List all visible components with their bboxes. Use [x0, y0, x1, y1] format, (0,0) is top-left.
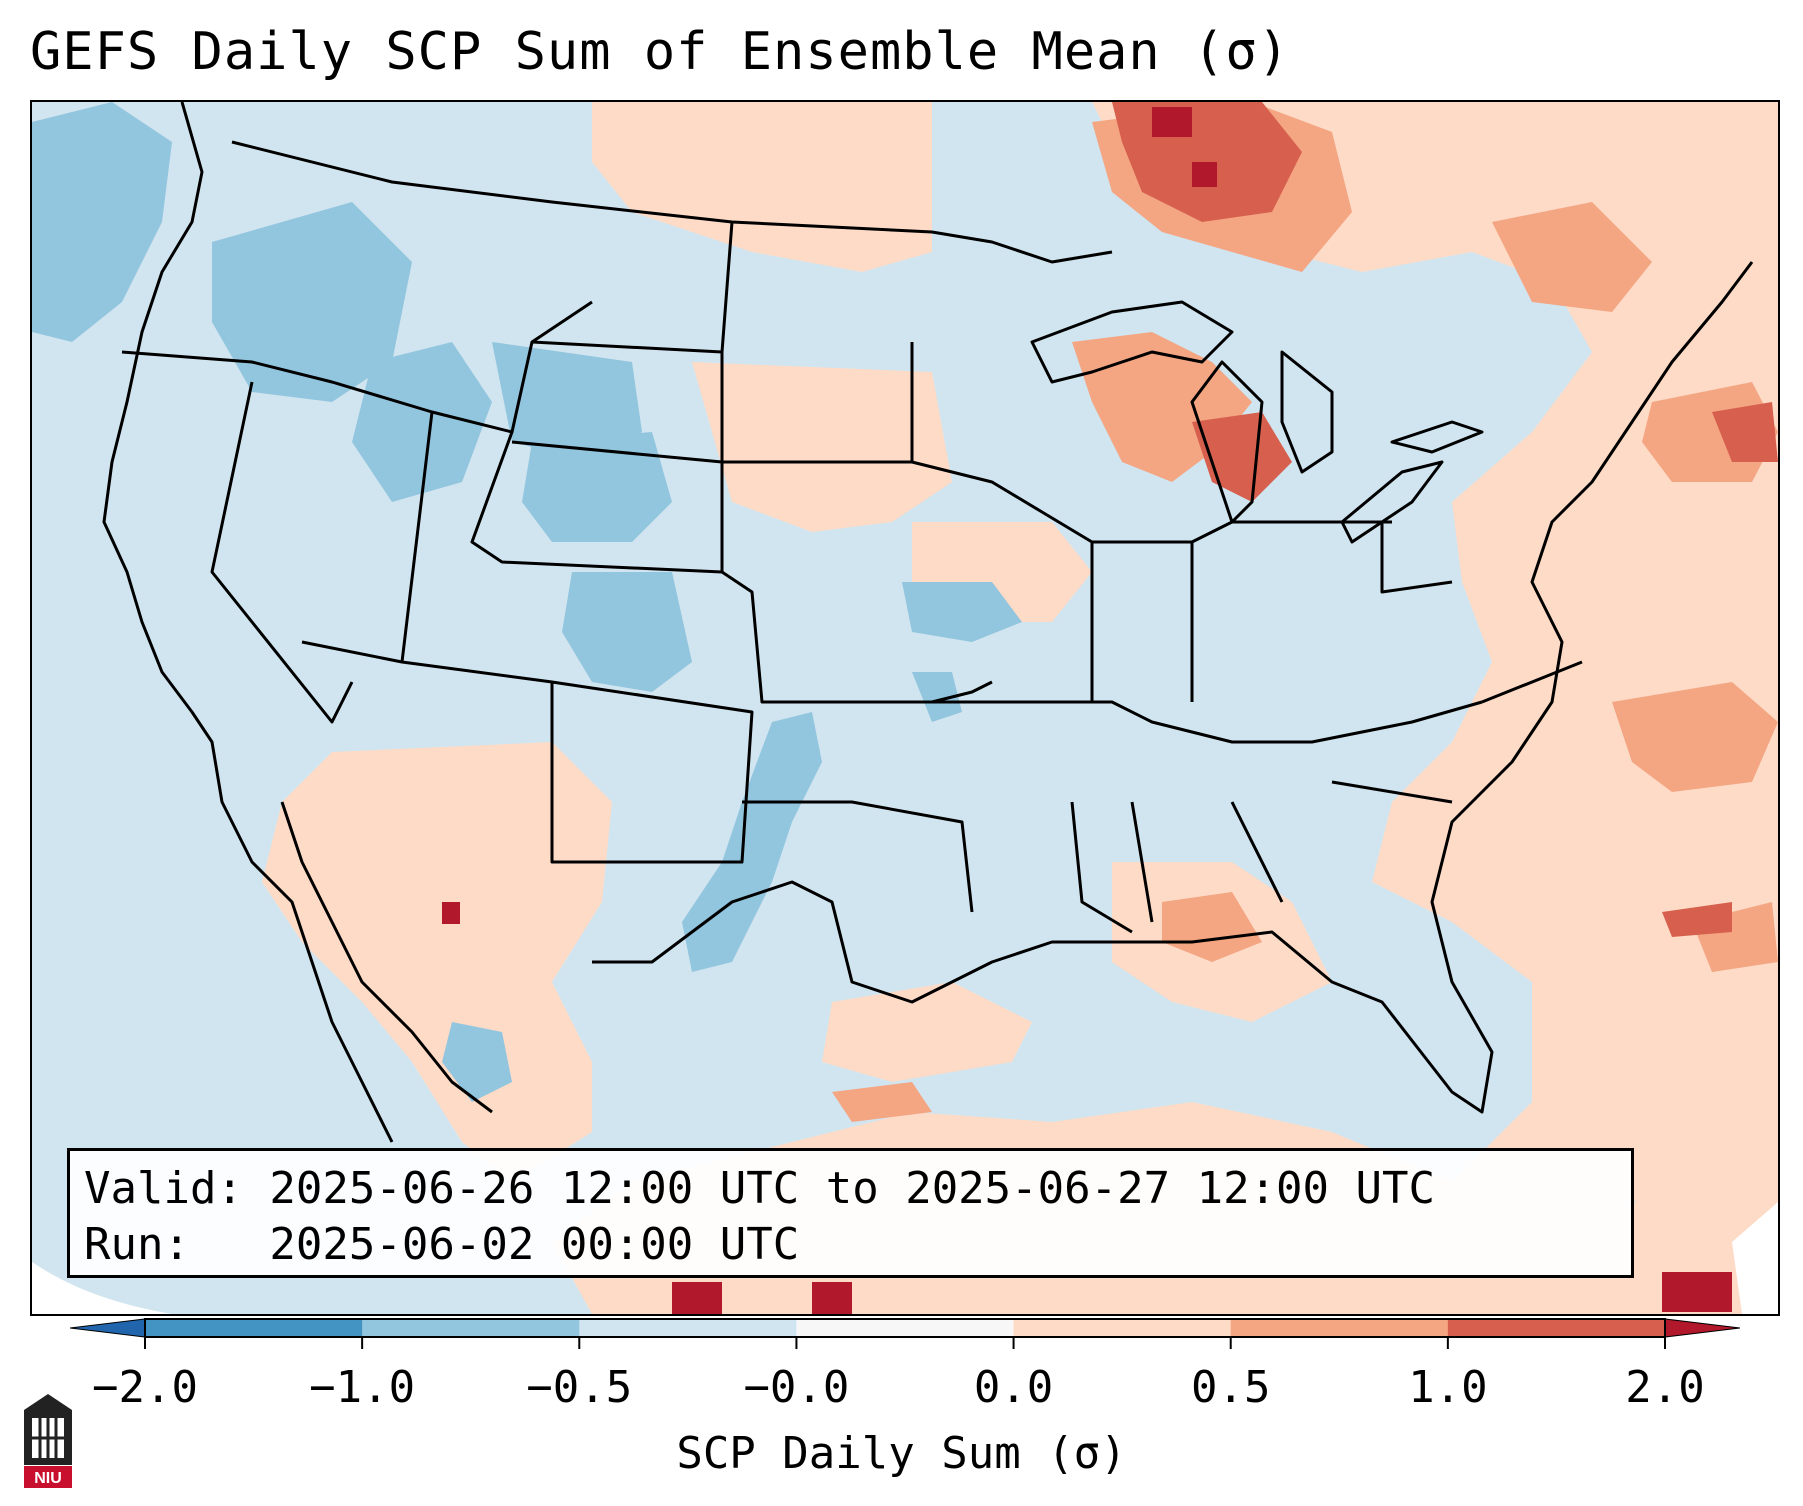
coastline [1280, 350, 1334, 474]
scp-field-map [32, 102, 1778, 1314]
domain-edge [32, 1262, 172, 1314]
coastline [1390, 420, 1484, 454]
anomaly-region [912, 672, 962, 722]
anomaly-cell [442, 902, 460, 924]
coastline [1340, 460, 1444, 544]
colorbar-segments [70, 1318, 1740, 1338]
colorbar-tick-label: 0.5 [1190, 1362, 1271, 1413]
colorbar-label: SCP Daily Sum (σ) [676, 1428, 1127, 1479]
coastline [280, 801, 493, 1114]
anomaly-cell [672, 1282, 722, 1314]
colorbar-extend-min [70, 1318, 146, 1338]
colorbar-segment [1230, 1319, 1449, 1337]
border [1070, 801, 1133, 934]
anomaly-region [562, 572, 692, 692]
colorbar-tick-label: 1.0 [1408, 1362, 1488, 1413]
map-panel [30, 100, 1780, 1316]
border [401, 660, 754, 864]
border [932, 700, 1483, 744]
coastlines-and-borders [102, 102, 1754, 1143]
colorbar [70, 1318, 1740, 1349]
coastline [592, 261, 1754, 1114]
colorbar-extend-max [1664, 1318, 1740, 1338]
anomaly-cell [1152, 107, 1192, 137]
run-time-text: Run: 2025-06-02 00:00 UTC [84, 1219, 800, 1270]
border [470, 431, 724, 574]
coastline [1030, 300, 1234, 384]
colorbar-tick-label: −2.0 [92, 1362, 198, 1413]
border [911, 460, 1094, 702]
valid-run-info-box: Valid: 2025-06-26 12:00 UTC to 2025-06-2… [67, 1148, 1634, 1278]
coastline [102, 102, 394, 1143]
border [1380, 522, 1453, 594]
colorbar-tick-label: −1.0 [309, 1362, 416, 1413]
domain-edge [1732, 1202, 1778, 1314]
border [1481, 660, 1583, 704]
colorbar-segment [1013, 1319, 1232, 1337]
colorbar-tick-label: 0.0 [973, 1362, 1054, 1413]
colorbar-segment [145, 1319, 363, 1337]
anomaly-region [262, 742, 612, 1182]
colorbar-tick-label: 2.0 [1625, 1362, 1705, 1413]
anomaly-region [522, 432, 672, 542]
anomaly-region [592, 102, 932, 272]
anomaly-region [1492, 202, 1652, 312]
anomaly-region [1162, 892, 1262, 962]
colorbar-segment [362, 1319, 580, 1337]
niu-logo: NIU [24, 1394, 72, 1488]
anomaly-region [212, 202, 412, 402]
border [1130, 801, 1154, 923]
anomaly-cell [1662, 1272, 1732, 1312]
anomaly-region [492, 342, 642, 462]
anomaly-region [442, 1022, 512, 1102]
anomaly-region [902, 582, 1022, 642]
anomaly-region [32, 102, 172, 342]
border [210, 381, 354, 724]
anomaly-region [692, 362, 952, 532]
valid-time-text: Valid: 2025-06-26 12:00 UTC to 2025-06-2… [84, 1163, 1436, 1214]
chart-title: GEFS Daily SCP Sum of Ensemble Mean (σ) [30, 22, 1290, 82]
colorbar-segment [796, 1319, 1015, 1337]
colorbar-tick-label: −0.0 [743, 1362, 850, 1413]
logo-text: NIU [34, 1470, 62, 1487]
colorbar-tick-label: −0.5 [526, 1362, 633, 1413]
colorbar-outline [144, 1318, 1666, 1338]
anomaly-cell [1192, 162, 1217, 187]
anomaly-cell [812, 1282, 852, 1314]
negative-anomaly-moderate [32, 102, 1022, 1102]
anomaly-region [682, 712, 822, 972]
anomaly-region [352, 342, 492, 502]
border [721, 570, 993, 704]
border [1331, 780, 1453, 804]
anomaly-region [1712, 402, 1778, 462]
anomaly-region [1612, 682, 1778, 792]
colorbar-ticks [144, 1337, 1666, 1349]
colorbar-segment [1447, 1319, 1666, 1337]
border [742, 800, 974, 913]
border [720, 221, 734, 353]
border [1092, 520, 1392, 544]
anomaly-region [822, 982, 1032, 1082]
border [1230, 801, 1284, 903]
anomaly-region [832, 1082, 932, 1122]
border [231, 140, 1113, 264]
positive-anomaly-extreme [442, 107, 1732, 1314]
anomaly-region [1662, 902, 1732, 937]
colorbar-segment [579, 1319, 797, 1337]
